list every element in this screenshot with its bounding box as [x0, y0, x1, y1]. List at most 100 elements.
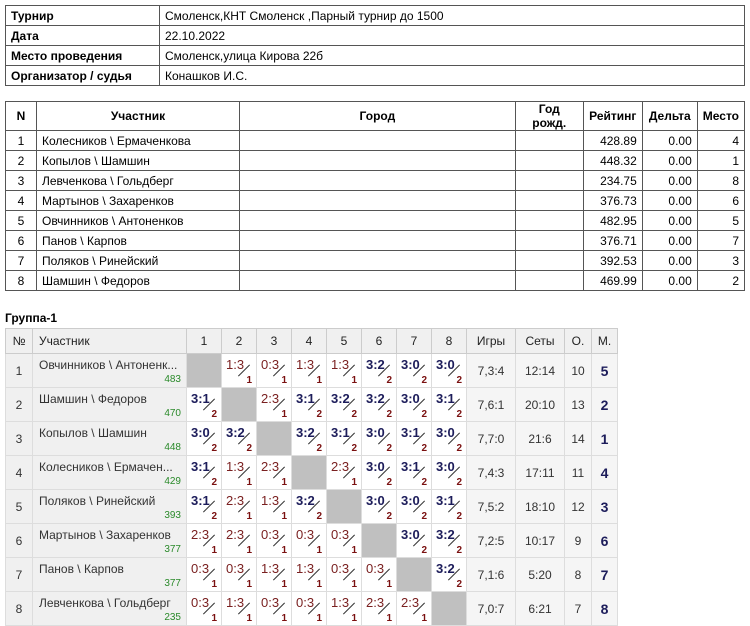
participant-rating: 483	[164, 374, 181, 385]
cell: 0.00	[641, 150, 698, 171]
match-score: 2:3	[331, 459, 350, 474]
match-points: 2	[456, 511, 462, 522]
score-cell: 3:1 2	[396, 455, 432, 490]
row-number: 8	[5, 591, 33, 626]
score-cell: 2:3 1	[256, 387, 292, 422]
match-score: 1:3	[261, 561, 280, 576]
column-header: Игры	[466, 328, 516, 354]
match-score: 3:2	[331, 391, 350, 406]
match-score: 3:1	[191, 493, 210, 508]
match-score: 0:3	[331, 561, 350, 576]
match-score: 3:1	[436, 493, 455, 508]
score-cell: 1:3 1	[256, 489, 292, 524]
cell: 0.00	[641, 210, 698, 231]
cell	[239, 210, 516, 231]
tournament-info-table: Турнир Смоленск,КНТ Смоленск ,Парный турн…	[5, 5, 745, 86]
score-cell: 3:0 2	[396, 387, 432, 422]
cell	[239, 130, 516, 151]
participant-rating: 470	[164, 408, 181, 419]
score-cell: 0:3 1	[256, 353, 292, 388]
match-score: 2:3	[191, 527, 210, 542]
cell: 0.00	[641, 130, 698, 151]
sets-cell: 5:20	[515, 557, 565, 592]
cell: 0.00	[641, 250, 698, 271]
diagonal-cell	[396, 557, 432, 592]
match-points: 1	[281, 613, 287, 624]
match-points: 1	[246, 511, 252, 522]
match-points: 1	[281, 409, 287, 420]
place-cell: 1	[591, 421, 618, 456]
match-points: 2	[246, 443, 252, 454]
table-row: 6 Панов \ Карпов 376.71 0.00 7	[5, 230, 746, 251]
match-score: 2:3	[226, 493, 245, 508]
match-points: 2	[421, 409, 427, 420]
diagonal-cell	[186, 353, 222, 388]
cell: Мартынов \ Захаренков	[36, 190, 240, 211]
match-points: 2	[211, 511, 217, 522]
games-cell: 7,3:4	[466, 353, 516, 388]
match-points: 2	[421, 477, 427, 488]
match-score: 1:3	[296, 357, 315, 372]
diagonal-cell	[291, 455, 327, 490]
column-header: 8	[431, 328, 467, 354]
match-score: 2:3	[261, 459, 280, 474]
cell: 1	[5, 130, 37, 151]
score-cell: 3:2 2	[361, 353, 397, 388]
participant-cell: Шамшин \ Федоров 470	[32, 387, 187, 422]
match-points: 2	[316, 409, 322, 420]
column-header: N	[5, 101, 37, 131]
place-cell: 8	[591, 591, 618, 626]
cell: 428.89	[582, 130, 643, 151]
match-score: 3:0	[191, 425, 210, 440]
score-cell: 3:0 2	[361, 455, 397, 490]
column-header: М.	[591, 328, 618, 354]
score-cell: 3:1 2	[326, 421, 362, 456]
match-score: 0:3	[226, 561, 245, 576]
sets-cell: 20:10	[515, 387, 565, 422]
table-row: 7 Поляков \ Ринейский 392.53 0.00 3	[5, 250, 746, 271]
match-score: 3:2	[296, 425, 315, 440]
match-score: 0:3	[261, 527, 280, 542]
match-points: 1	[211, 579, 217, 590]
row-number: 2	[5, 387, 33, 422]
match-score: 3:0	[366, 425, 385, 440]
cell: 8	[696, 170, 746, 191]
cell: 6	[696, 190, 746, 211]
table-row: 1 Колесников \ Ермаченкова 428.89 0.00 4	[5, 130, 746, 151]
group-row: 6 Мартынов \ Захаренков 377 2:3 1 2:3 1 0:3 1 0:3…	[5, 523, 618, 558]
match-points: 1	[316, 375, 322, 386]
score-cell: 3:0 2	[186, 421, 222, 456]
match-points: 1	[351, 477, 357, 488]
cell	[239, 230, 516, 251]
match-score: 3:1	[331, 425, 350, 440]
cell: 2	[696, 270, 746, 291]
match-score: 3:0	[401, 493, 420, 508]
match-points: 2	[316, 511, 322, 522]
score-cell: 3:0 2	[396, 489, 432, 524]
match-points: 2	[211, 477, 217, 488]
games-cell: 7,1:6	[466, 557, 516, 592]
match-points: 1	[351, 545, 357, 556]
cell: 6	[5, 230, 37, 251]
cell: 0.00	[641, 190, 698, 211]
sets-cell: 17:11	[515, 455, 565, 490]
score-cell: 1:3 1	[291, 557, 327, 592]
column-header: 1	[186, 328, 222, 354]
match-score: 2:3	[261, 391, 280, 406]
score-cell: 3:0 2	[431, 455, 467, 490]
score-cell: 3:1 2	[186, 387, 222, 422]
match-score: 0:3	[296, 527, 315, 542]
score-cell: 3:1 2	[186, 455, 222, 490]
score-cell: 3:2 2	[291, 421, 327, 456]
match-points: 2	[456, 375, 462, 386]
sets-cell: 21:6	[515, 421, 565, 456]
match-score: 3:2	[436, 561, 455, 576]
score-cell: 3:0 2	[431, 421, 467, 456]
match-score: 3:2	[296, 493, 315, 508]
match-points: 2	[421, 443, 427, 454]
cell: 8	[5, 270, 37, 291]
match-points: 1	[351, 613, 357, 624]
cell	[239, 270, 516, 291]
score-cell: 3:0 2	[361, 421, 397, 456]
match-points: 1	[246, 545, 252, 556]
